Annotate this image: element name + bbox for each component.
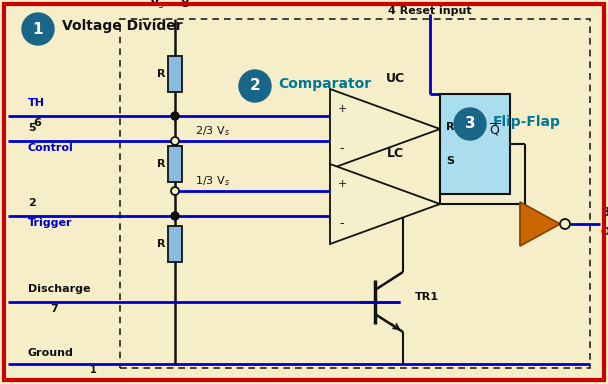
- Text: Discharge: Discharge: [28, 284, 91, 294]
- Text: R: R: [446, 122, 454, 132]
- Text: R: R: [156, 159, 165, 169]
- Text: +: +: [337, 179, 347, 189]
- Text: 2: 2: [28, 198, 36, 208]
- Polygon shape: [330, 164, 440, 244]
- Text: 4 Reset input: 4 Reset input: [388, 6, 472, 16]
- Text: UC: UC: [385, 72, 404, 85]
- Text: Ground: Ground: [28, 348, 74, 358]
- Text: 6: 6: [33, 118, 41, 128]
- Text: LC: LC: [387, 147, 404, 160]
- Bar: [168, 226, 182, 262]
- Text: 2/3 V$_s$: 2/3 V$_s$: [195, 124, 230, 138]
- Text: Control: Control: [28, 143, 74, 153]
- Text: V$_s$: V$_s$: [149, 0, 165, 11]
- Text: 7: 7: [50, 304, 58, 314]
- Text: 3: 3: [601, 206, 608, 219]
- Text: R: R: [156, 239, 165, 249]
- Polygon shape: [520, 202, 560, 246]
- Bar: [168, 146, 182, 182]
- Text: TR1: TR1: [415, 292, 439, 302]
- Bar: [168, 56, 182, 92]
- Circle shape: [560, 219, 570, 229]
- Circle shape: [22, 13, 54, 45]
- Text: Trigger: Trigger: [28, 218, 72, 228]
- Text: Out put: Out put: [601, 227, 608, 237]
- Text: 1: 1: [33, 22, 43, 36]
- Polygon shape: [330, 89, 440, 169]
- Text: Voltage Divider: Voltage Divider: [62, 19, 182, 33]
- Text: TH: TH: [28, 98, 45, 108]
- Text: -: -: [340, 217, 344, 230]
- Text: 1: 1: [90, 365, 97, 375]
- Bar: [440, 94, 510, 194]
- Circle shape: [239, 70, 271, 102]
- Text: 1/3 V$_s$: 1/3 V$_s$: [195, 174, 230, 188]
- Text: 5: 5: [28, 123, 36, 133]
- Text: 3: 3: [465, 116, 475, 131]
- Text: $\overline{\rm Q}$: $\overline{\rm Q}$: [489, 122, 501, 138]
- Text: -: -: [340, 142, 344, 156]
- Bar: [120, 19, 590, 368]
- Circle shape: [454, 108, 486, 140]
- Text: Comparator: Comparator: [278, 77, 371, 91]
- Text: +: +: [337, 104, 347, 114]
- Text: 8: 8: [180, 0, 188, 10]
- Circle shape: [171, 212, 179, 220]
- Text: S: S: [446, 156, 454, 166]
- Text: Flip-Flap: Flip-Flap: [493, 115, 561, 129]
- Text: R: R: [156, 69, 165, 79]
- Text: 2: 2: [250, 78, 260, 93]
- Circle shape: [171, 187, 179, 195]
- Circle shape: [171, 137, 179, 145]
- Circle shape: [171, 112, 179, 120]
